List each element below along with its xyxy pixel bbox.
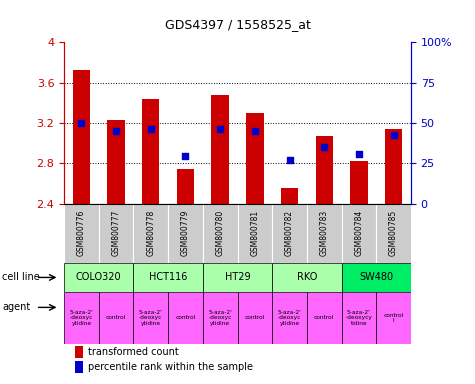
Point [286, 157, 294, 163]
Point [78, 120, 86, 126]
Bar [133, 263, 203, 292]
Bar [107, 120, 125, 204]
Bar [75, 346, 83, 358]
Text: control: control [314, 315, 334, 320]
Bar [64, 204, 99, 263]
Bar [203, 263, 272, 292]
Point [147, 126, 155, 132]
Bar [307, 292, 342, 344]
Bar [342, 204, 376, 263]
Bar [342, 263, 411, 292]
Bar [272, 263, 342, 292]
Text: HT29: HT29 [225, 272, 250, 283]
Bar [350, 161, 368, 204]
Text: GSM800785: GSM800785 [389, 210, 398, 257]
Text: control
l: control l [383, 313, 404, 323]
Text: control: control [245, 315, 265, 320]
Text: GSM800782: GSM800782 [285, 210, 294, 257]
Point [390, 132, 397, 138]
Bar [385, 129, 402, 204]
Text: cell line: cell line [2, 272, 40, 283]
Text: 5-aza-2'
-deoxycy
tidine: 5-aza-2' -deoxycy tidine [345, 310, 372, 326]
Bar [246, 113, 264, 204]
Text: GSM800784: GSM800784 [354, 210, 363, 257]
Point [181, 153, 189, 159]
Bar [342, 292, 376, 344]
Bar [64, 263, 133, 292]
Bar [142, 99, 160, 204]
Text: percentile rank within the sample: percentile rank within the sample [88, 362, 253, 372]
Text: RKO: RKO [297, 272, 317, 283]
Bar [238, 204, 272, 263]
Point [217, 126, 224, 132]
Bar [73, 70, 90, 204]
Text: GSM800779: GSM800779 [181, 210, 190, 257]
Bar [177, 169, 194, 204]
Text: 5-aza-2'
-deoxyc
ytidine: 5-aza-2' -deoxyc ytidine [208, 310, 232, 326]
Bar [238, 292, 272, 344]
Bar [272, 292, 307, 344]
Text: transformed count: transformed count [88, 347, 179, 357]
Text: control: control [106, 315, 126, 320]
Text: control: control [175, 315, 196, 320]
Bar [272, 204, 307, 263]
Text: GSM800778: GSM800778 [146, 210, 155, 257]
Bar [376, 292, 411, 344]
Bar [211, 95, 229, 204]
Text: 5-aza-2'
-deoxyc
ytidine: 5-aza-2' -deoxyc ytidine [139, 310, 163, 326]
Point [251, 128, 259, 134]
Bar [307, 204, 342, 263]
Text: 5-aza-2'
-deoxyc
ytidine: 5-aza-2' -deoxyc ytidine [69, 310, 94, 326]
Bar [315, 136, 333, 204]
Text: GSM800781: GSM800781 [250, 210, 259, 257]
Point [355, 151, 363, 157]
Text: GSM800783: GSM800783 [320, 210, 329, 257]
Bar [168, 292, 203, 344]
Text: 5-aza-2'
-deoxyc
ytidine: 5-aza-2' -deoxyc ytidine [277, 310, 302, 326]
Text: HCT116: HCT116 [149, 272, 187, 283]
Bar [133, 204, 168, 263]
Point [113, 128, 120, 134]
Text: GDS4397 / 1558525_at: GDS4397 / 1558525_at [164, 18, 311, 31]
Bar [99, 204, 133, 263]
Text: SW480: SW480 [359, 272, 393, 283]
Bar [133, 292, 168, 344]
Text: GSM800776: GSM800776 [77, 210, 86, 257]
Bar [203, 292, 238, 344]
Bar [281, 189, 298, 204]
Bar [376, 204, 411, 263]
Bar [75, 361, 83, 373]
Text: COLO320: COLO320 [76, 272, 122, 283]
Bar [168, 204, 203, 263]
Bar [203, 204, 238, 263]
Text: GSM800777: GSM800777 [112, 210, 121, 257]
Bar [64, 292, 99, 344]
Text: GSM800780: GSM800780 [216, 210, 225, 257]
Point [320, 144, 328, 150]
Bar [99, 292, 133, 344]
Text: agent: agent [2, 302, 30, 313]
